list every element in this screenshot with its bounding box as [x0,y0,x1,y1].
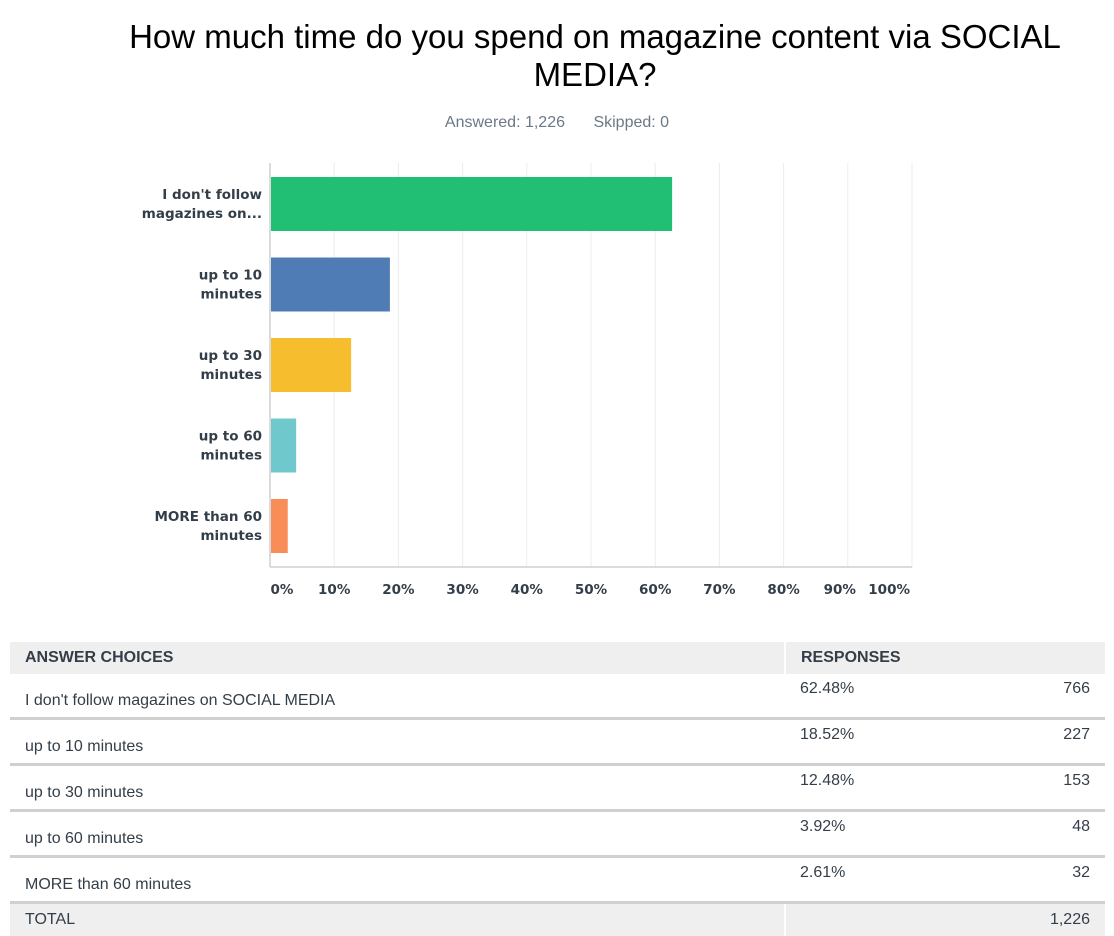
x-tick-label: 80% [767,582,800,598]
bar [271,258,390,312]
category-label: up to 30 [199,348,262,364]
bar [271,419,296,473]
table-row: up to 60 minutes 3.92% 48 [10,811,1105,857]
category-label: minutes [200,528,262,544]
response-count: 153 [935,765,1105,811]
category-label: I don't follow [162,187,262,203]
category-label: MORE than 60 [155,509,263,525]
x-tick-label: 50% [575,582,608,598]
total-count: 1,226 [935,903,1105,936]
response-percent: 18.52% [785,719,935,765]
bar [271,338,351,392]
table-row: I don't follow magazines on SOCIAL MEDIA… [10,674,1105,719]
response-percent: 12.48% [785,765,935,811]
x-tick-label: 100% [868,582,910,598]
answer-choice: MORE than 60 minutes [10,857,785,903]
total-label: TOTAL [10,903,785,936]
response-percent: 62.48% [785,674,935,719]
response-count: 766 [935,674,1105,719]
category-label: minutes [200,448,262,464]
x-tick-label: 30% [446,582,479,598]
skipped-count: Skipped: 0 [593,114,669,131]
category-label: minutes [200,367,262,383]
total-empty [785,903,935,936]
answer-choice: up to 10 minutes [10,719,785,765]
response-count: 32 [935,857,1105,903]
category-label: minutes [200,287,262,303]
x-tick-label: 10% [318,582,351,598]
category-label: up to 10 [199,268,262,284]
col-answer-choices: ANSWER CHOICES [10,642,785,674]
answer-choice: I don't follow magazines on SOCIAL MEDIA [10,674,785,719]
table-total-row: TOTAL 1,226 [10,903,1105,936]
answered-count: Answered: 1,226 [445,114,565,131]
answer-choice: up to 30 minutes [10,765,785,811]
table-header-row: ANSWER CHOICES RESPONSES [10,642,1105,674]
answer-choice: up to 60 minutes [10,811,785,857]
table-row: up to 10 minutes 18.52% 227 [10,719,1105,765]
responses-table: ANSWER CHOICES RESPONSES I don't follow … [10,642,1105,936]
x-tick-label: 90% [824,582,857,598]
response-percent: 3.92% [785,811,935,857]
x-tick-label: 20% [382,582,415,598]
response-stats: Answered: 1,226 Skipped: 0 [0,114,1114,132]
table-row: MORE than 60 minutes 2.61% 32 [10,857,1105,903]
bar [271,177,672,231]
category-label: magazines on... [142,206,262,222]
response-count: 48 [935,811,1105,857]
x-tick-label: 40% [511,582,544,598]
table-row: up to 30 minutes 12.48% 153 [10,765,1105,811]
response-percent: 2.61% [785,857,935,903]
col-responses: RESPONSES [785,642,1105,674]
x-tick-label: 70% [703,582,736,598]
page-title: How much time do you spend on magazine c… [120,18,1070,94]
category-label: up to 60 [199,429,262,445]
x-tick-label: 0% [271,582,294,598]
bar [271,499,288,553]
x-tick-label: 60% [639,582,672,598]
response-count: 227 [935,719,1105,765]
